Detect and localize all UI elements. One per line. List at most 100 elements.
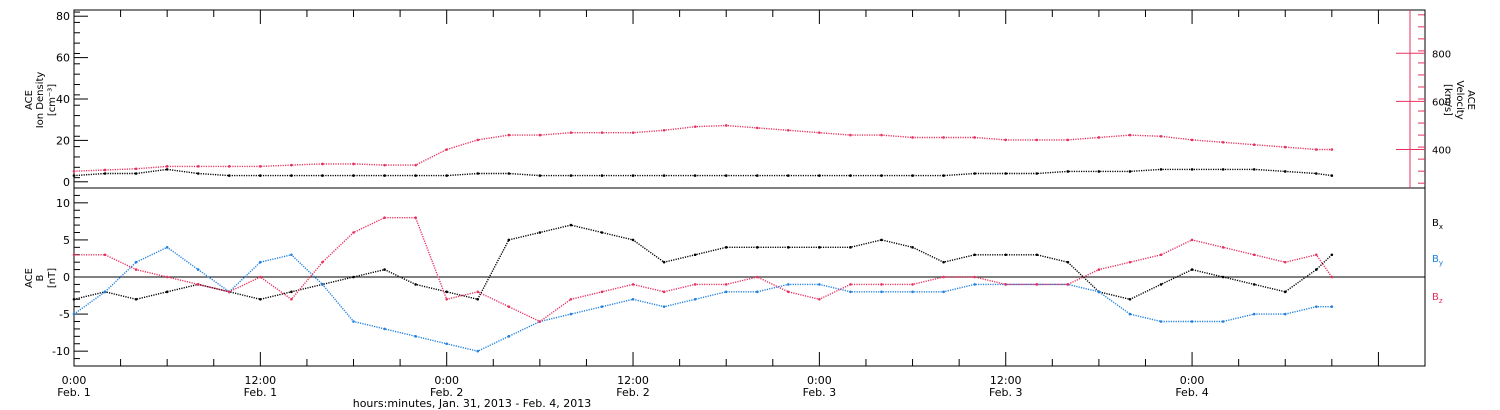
bz-point	[1128, 260, 1132, 264]
x-tick-time: 0:00	[434, 374, 459, 387]
legend-bx-main: B	[1432, 218, 1439, 229]
x-tick-date: Feb. 1	[57, 386, 90, 399]
bx-point	[538, 231, 542, 234]
bottom-tick-label: 10	[56, 197, 70, 210]
by-point	[662, 305, 666, 308]
top-right-ylabel: ACE Velocity [km/s]	[1442, 80, 1476, 119]
top-right-tick-label: 800	[1432, 49, 1451, 60]
velocity-point	[290, 163, 293, 167]
velocity-point	[600, 131, 604, 134]
ion-density-point	[103, 172, 107, 175]
by-point	[569, 312, 573, 316]
by-point	[787, 283, 790, 286]
ion-density-point	[1314, 172, 1318, 175]
by-point	[507, 335, 511, 338]
velocity-point	[662, 128, 666, 132]
bx-trace	[73, 224, 1333, 301]
top-left-tick-label: 60	[56, 52, 70, 65]
bx-point	[352, 275, 355, 279]
ion-density-point	[476, 172, 480, 175]
by-point	[72, 312, 76, 316]
top-right-label-2: Velocity	[1454, 80, 1465, 119]
bx-point	[1035, 253, 1039, 257]
velocity-point	[631, 131, 635, 134]
legend-by: By	[1432, 254, 1443, 267]
ion-density-point	[724, 174, 728, 177]
bz-point	[818, 297, 821, 301]
bz-point	[569, 297, 573, 301]
x-tick-date: Feb. 3	[989, 386, 1022, 399]
by-point	[383, 327, 386, 331]
x-tick-time: 0:00	[807, 374, 832, 387]
by-point	[414, 335, 417, 338]
x-tick-time: 0:00	[62, 374, 87, 387]
bx-point	[165, 290, 169, 294]
velocity-point	[1128, 133, 1132, 137]
bx-point	[1004, 253, 1008, 257]
ion-density-point	[1066, 170, 1070, 173]
bottom-tick-label: 5	[63, 234, 70, 247]
velocity-point	[880, 133, 883, 137]
velocity-point	[476, 138, 480, 142]
by-point	[321, 283, 324, 286]
top-left-ylabel: ACE Ion Density [cm⁻³]	[24, 72, 58, 129]
velocity-point	[1221, 140, 1225, 144]
by-point	[259, 260, 262, 264]
bz-point	[1252, 253, 1256, 257]
x-tick-time: 12:00	[617, 374, 649, 387]
ion-density-point	[414, 174, 417, 177]
by-point	[290, 253, 293, 257]
velocity-point	[1004, 138, 1008, 142]
velocity-point	[103, 168, 107, 172]
velocity-point	[973, 136, 976, 139]
legend-by-sub: y	[1439, 259, 1443, 267]
bz-point	[72, 253, 76, 257]
top-series	[72, 124, 1334, 177]
bx-point	[1283, 290, 1287, 294]
velocity-point	[383, 163, 386, 167]
bx-point	[414, 283, 417, 286]
ion-density-point	[911, 174, 914, 177]
bx-point	[507, 238, 511, 242]
velocity-point	[1330, 148, 1334, 151]
bx-point	[942, 260, 945, 264]
bz-point	[973, 275, 976, 279]
top-left-label-1: ACE	[24, 90, 35, 110]
ion-density-point	[787, 174, 790, 177]
bottom-tick-label: 0	[63, 271, 70, 284]
top-left-tick-label: 80	[56, 10, 70, 23]
x-axis-title: hours:minutes, Jan. 31, 2013 - Feb. 4, 2…	[353, 397, 592, 410]
bottom-left-label-3: [nT]	[47, 268, 58, 288]
top-left-tick-label: 0	[63, 176, 70, 189]
x-tick-date: Feb. 3	[803, 386, 836, 399]
bx-point	[973, 253, 976, 257]
bottom-left-ylabel: ACE B [nT]	[24, 268, 58, 288]
bz-point	[414, 216, 417, 219]
bx-point	[787, 246, 790, 249]
by-point	[849, 290, 852, 294]
velocity-point	[569, 131, 573, 134]
x-tick-time: 0:00	[1180, 374, 1205, 387]
velocity-point	[1066, 138, 1070, 142]
top-left-tick-label: 20	[56, 134, 70, 147]
bx-point	[880, 238, 883, 242]
bz-point	[849, 283, 852, 286]
bz-point	[321, 260, 324, 264]
velocity-point	[787, 128, 790, 132]
ion-density-point	[538, 174, 542, 177]
bx-point	[569, 223, 573, 227]
velocity-point	[1035, 138, 1039, 142]
ion-density-point	[445, 174, 448, 177]
ion-density-point	[1128, 170, 1132, 173]
velocity-point	[1252, 143, 1256, 147]
bx-point	[818, 246, 821, 249]
velocity-point	[1314, 148, 1318, 151]
by-point	[911, 290, 914, 294]
bz-point	[1097, 268, 1101, 271]
bz-point	[290, 297, 293, 301]
top-right-tick-label: 600	[1432, 97, 1451, 108]
velocity-point	[507, 133, 511, 137]
bz-point	[1330, 275, 1334, 279]
ion-density-point	[1097, 170, 1101, 173]
